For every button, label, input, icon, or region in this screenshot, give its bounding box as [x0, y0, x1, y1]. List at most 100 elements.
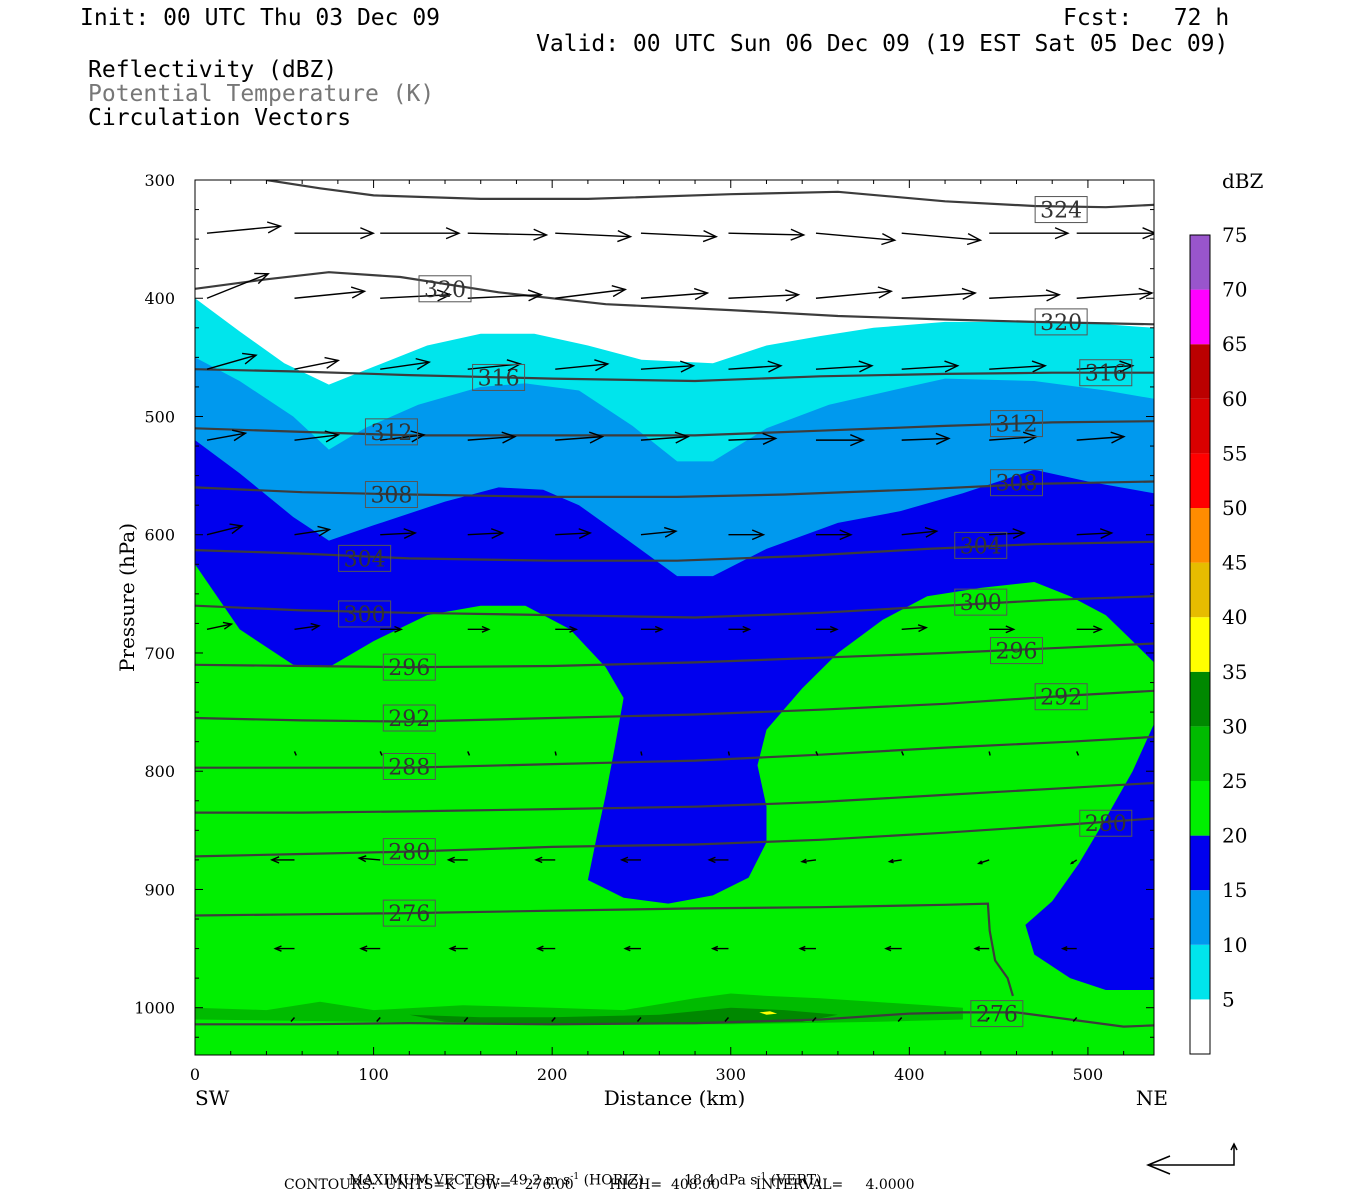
- vector-head: [619, 856, 629, 864]
- circulation-vector: [206, 352, 258, 370]
- theta-label-box: [338, 600, 392, 628]
- theta-label-308: 308: [989, 469, 1043, 497]
- circulation-vector: [357, 855, 381, 863]
- vector-shaft: [380, 532, 416, 536]
- vector-shaft: [801, 859, 817, 863]
- circulation-vector: [728, 432, 778, 445]
- circulation-vector: [380, 357, 432, 371]
- vector-shaft: [1166, 751, 1168, 755]
- y-tick-label: 400: [144, 289, 175, 308]
- circulation-vector: [815, 232, 897, 246]
- colorbar-swatch: [1190, 453, 1210, 508]
- circulation-vector: [448, 945, 468, 952]
- max-vector-horiz-unit: (HORIZ): [583, 1172, 644, 1189]
- reference-vector-head-v: [1230, 1142, 1238, 1151]
- vector-shaft: [380, 294, 451, 299]
- theta-label-text: 316: [478, 366, 520, 391]
- vector-shaft: [640, 751, 643, 756]
- theta-label-box: [989, 469, 1043, 497]
- vector-shaft: [206, 525, 243, 536]
- vector-shaft: [467, 232, 547, 236]
- colorbar-tick-label: 20: [1222, 824, 1247, 848]
- circulation-vector: [640, 230, 719, 243]
- vector-head: [231, 429, 248, 442]
- theta-contour-312: [195, 420, 1154, 437]
- vector-head: [222, 621, 234, 630]
- circulation-vector: [728, 289, 801, 302]
- init-time: Init: 00 UTC Thu 03 Dec 09: [80, 5, 441, 31]
- vector-head: [751, 529, 766, 541]
- theta-label-text: 308: [995, 472, 1037, 497]
- vector-shaft: [728, 437, 776, 441]
- colorbar-tick-label: 30: [1222, 714, 1247, 738]
- vector-shaft: [467, 532, 503, 536]
- circulation-vector: [555, 431, 605, 444]
- vector-head: [654, 625, 664, 633]
- vector-shaft: [640, 292, 708, 299]
- vector-shaft: [989, 364, 1046, 370]
- circulation-vector: [710, 945, 729, 952]
- colorbar-swatch: [1190, 944, 1210, 1000]
- circulation-vector: [1076, 287, 1154, 300]
- plot-frame: [194, 179, 1155, 1056]
- vector-shaft: [555, 532, 591, 536]
- vector-head: [534, 856, 543, 864]
- circulation-vector: [293, 751, 297, 756]
- axes: 300 400 500 600 700 800 900 1000 0 100 200 300 400 50…: [115, 171, 1168, 1110]
- circulation-vector: [800, 858, 817, 864]
- theta-label-box: [364, 481, 418, 509]
- theta-label-text: 312: [995, 413, 1037, 438]
- vector-shaft: [636, 1017, 642, 1023]
- circulation-vector: [206, 429, 248, 442]
- circulation-vector: [1076, 360, 1135, 373]
- colorbar-tick-label: 35: [1222, 660, 1247, 684]
- colorbar-tick-label: 25: [1222, 769, 1247, 793]
- vector-head: [1142, 227, 1154, 240]
- circulation-vector: [884, 945, 902, 952]
- colorbar-swatch: [1190, 289, 1210, 345]
- theta-label-box: [970, 1000, 1024, 1028]
- theta-label-box: [382, 752, 436, 780]
- colorbar-tick-label: 10: [1222, 933, 1247, 957]
- circulation-vector: [551, 1017, 556, 1023]
- theta-label-box: [1079, 359, 1133, 387]
- theta-label-320: 320: [1034, 308, 1088, 336]
- vector-head: [589, 431, 605, 444]
- vector-shaft: [555, 435, 603, 441]
- colorbar-swatch: [1190, 890, 1210, 945]
- theta-label-text: 300: [960, 591, 1002, 616]
- theta-contour-276: [195, 902, 1014, 997]
- colorbar-unit: dBZ: [1222, 169, 1264, 193]
- vector-shaft: [206, 225, 281, 234]
- y-axis-label: Pressure (hPa): [115, 523, 139, 672]
- field-label-theta: Potential Temperature (K): [88, 81, 435, 107]
- circulation-vector: [555, 230, 633, 243]
- vector-head: [829, 625, 839, 633]
- theta-contour-296: [195, 642, 1154, 669]
- theta-contour-288: [195, 735, 1154, 769]
- colorbar: 5 10 15 20 25 30 35 40 45 50 55 60 65 70 75 dBZ: [1189, 169, 1264, 1055]
- vector-head: [490, 528, 505, 539]
- circulation-vector: [815, 529, 853, 541]
- x-tick-label: 300: [715, 1065, 746, 1084]
- x-tick-label: 100: [358, 1065, 389, 1084]
- vector-shaft: [554, 751, 557, 756]
- circulation-vector: [467, 751, 471, 756]
- vector-head: [674, 431, 691, 444]
- theta-label-304: 304: [954, 531, 1008, 559]
- vector-shaft: [294, 290, 365, 299]
- max-vector-horiz: 49.2 m s: [509, 1172, 571, 1189]
- field-label-vectors: Circulation Vectors: [88, 105, 352, 131]
- circulation-vector: [973, 946, 990, 952]
- circulation-vector: [273, 945, 295, 952]
- vector-shaft: [815, 232, 895, 241]
- circulation-vector: [206, 621, 234, 631]
- circulation-vector: [623, 945, 641, 952]
- x-end-label-sw: SW: [195, 1086, 230, 1110]
- vector-head: [1054, 227, 1070, 240]
- vector-head: [742, 625, 752, 633]
- vector-shaft: [294, 625, 320, 631]
- vector-shaft: [901, 751, 905, 756]
- theta-label-text: 292: [388, 707, 430, 732]
